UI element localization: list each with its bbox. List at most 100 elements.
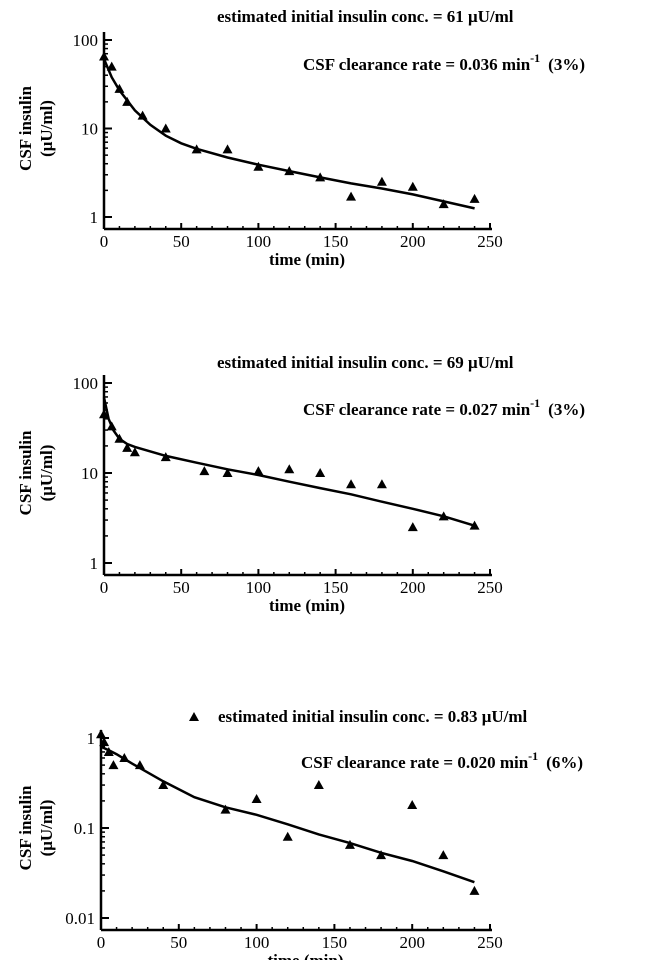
clearance-rate-text: CSF clearance rate = 0.027 min bbox=[303, 400, 531, 419]
y-axis-title-line1: CSF insulin bbox=[16, 86, 35, 171]
data-point bbox=[222, 468, 233, 477]
x-tick-label: 250 bbox=[477, 578, 503, 597]
data-point bbox=[119, 752, 130, 762]
data-point bbox=[469, 193, 480, 203]
x-tick-label: 100 bbox=[246, 232, 272, 251]
data-point bbox=[114, 433, 125, 443]
x-tick-label: 150 bbox=[322, 933, 348, 952]
y-tick-label: 0.1 bbox=[74, 819, 95, 838]
data-point bbox=[222, 144, 233, 154]
x-tick-label: 200 bbox=[399, 933, 425, 952]
data-point bbox=[129, 447, 140, 457]
data-point bbox=[346, 191, 357, 201]
data-point bbox=[122, 96, 133, 106]
x-tick-label: 0 bbox=[100, 232, 109, 251]
data-point bbox=[106, 61, 117, 71]
x-tick-label: 150 bbox=[323, 578, 349, 597]
data-point bbox=[407, 522, 418, 532]
data-point bbox=[438, 850, 449, 860]
data-point bbox=[438, 511, 449, 521]
data-point bbox=[313, 780, 324, 790]
data-point bbox=[99, 737, 110, 747]
data-point bbox=[160, 452, 171, 462]
panel-3: 0 50 100 150 200 250 0.01 0.1 1 time (min) CSF ins… bbox=[16, 707, 583, 960]
clearance-rate-text: CSF clearance rate = 0.020 min bbox=[301, 753, 529, 772]
y-tick-label: 1 bbox=[90, 208, 99, 227]
y-axis-title-line2: (μU/ml) bbox=[37, 100, 56, 157]
x-tick-label: 100 bbox=[244, 933, 270, 952]
data-point bbox=[315, 172, 326, 182]
annotation-clearance-rate: CSF clearance rate = 0.020 min-1 (6%) bbox=[301, 749, 583, 772]
x-tick-label: 50 bbox=[173, 578, 190, 597]
data-point bbox=[114, 83, 125, 93]
fit-curve bbox=[102, 58, 475, 210]
data-point bbox=[134, 760, 145, 770]
data-point bbox=[103, 746, 114, 756]
data-point bbox=[220, 804, 231, 814]
x-tick-label: 0 bbox=[100, 578, 109, 597]
data-point bbox=[137, 110, 148, 120]
data-point bbox=[96, 729, 106, 739]
x-axis-title: time (min) bbox=[267, 951, 343, 960]
annotation-clearance-rate: CSF clearance rate = 0.027 min-1 (3%) bbox=[303, 396, 585, 419]
legend-marker bbox=[189, 712, 199, 721]
x-tick-label: 50 bbox=[170, 933, 187, 952]
data-point bbox=[407, 800, 418, 810]
y-axis-title-line1: CSF insulin bbox=[16, 785, 35, 870]
data-point bbox=[346, 479, 357, 489]
data-point bbox=[407, 181, 418, 191]
data-point bbox=[253, 466, 264, 476]
data-point bbox=[438, 199, 449, 209]
data-point bbox=[469, 885, 480, 895]
x-axis-title: time (min) bbox=[269, 596, 345, 615]
y-axis-title-line1: CSF insulin bbox=[16, 430, 35, 515]
clearance-rate-text: CSF clearance rate = 0.036 min bbox=[303, 55, 531, 74]
data-point bbox=[315, 468, 326, 477]
data-point bbox=[282, 831, 293, 841]
data-point bbox=[284, 464, 295, 474]
x-tick-label: 250 bbox=[477, 933, 503, 952]
annotation-initial-conc: estimated initial insulin conc. = 0.83 μ… bbox=[218, 707, 528, 726]
clearance-rate-cv: (3%) bbox=[548, 400, 585, 419]
x-tick-label: 50 bbox=[173, 232, 190, 251]
data-point bbox=[199, 466, 210, 476]
y-tick-label: 10 bbox=[81, 120, 98, 139]
data-point bbox=[251, 794, 262, 804]
y-tick-label: 10 bbox=[81, 464, 98, 483]
y-tick-label: 1 bbox=[90, 554, 99, 573]
data-point bbox=[122, 442, 133, 452]
fit-curve bbox=[100, 745, 475, 884]
data-point bbox=[344, 839, 355, 849]
x-tick-label: 200 bbox=[400, 232, 426, 251]
clearance-rate-cv: (6%) bbox=[546, 753, 583, 772]
data-point bbox=[108, 760, 119, 770]
x-tick-label: 100 bbox=[246, 578, 272, 597]
x-tick-label: 150 bbox=[323, 232, 349, 251]
annotation-initial-conc: estimated initial insulin conc. = 61 μU/… bbox=[217, 7, 514, 26]
data-point bbox=[376, 479, 387, 489]
clearance-rate-unit-exponent: -1 bbox=[528, 749, 538, 763]
y-tick-label: 100 bbox=[73, 374, 99, 393]
data-point bbox=[376, 850, 387, 860]
y-tick-label: 1 bbox=[87, 729, 96, 748]
data-point bbox=[99, 51, 109, 61]
clearance-rate-unit-exponent: -1 bbox=[530, 396, 540, 410]
y-axis-title-line2: (μU/ml) bbox=[37, 800, 56, 857]
data-point bbox=[160, 123, 171, 133]
clearance-rate-cv: (3%) bbox=[548, 55, 585, 74]
data-point bbox=[99, 409, 109, 419]
data-point bbox=[191, 144, 202, 154]
x-axis-title: time (min) bbox=[269, 250, 345, 269]
clearance-rate-unit-exponent: -1 bbox=[530, 51, 540, 65]
data-point bbox=[376, 176, 387, 186]
y-tick-label: 0.01 bbox=[65, 909, 95, 928]
annotation-clearance-rate: CSF clearance rate = 0.036 min-1 (3%) bbox=[303, 51, 585, 74]
data-point bbox=[253, 161, 264, 171]
x-tick-label: 0 bbox=[97, 933, 106, 952]
data-point bbox=[106, 421, 117, 431]
data-point bbox=[284, 166, 295, 176]
data-point bbox=[158, 780, 169, 790]
x-tick-label: 250 bbox=[477, 232, 503, 251]
